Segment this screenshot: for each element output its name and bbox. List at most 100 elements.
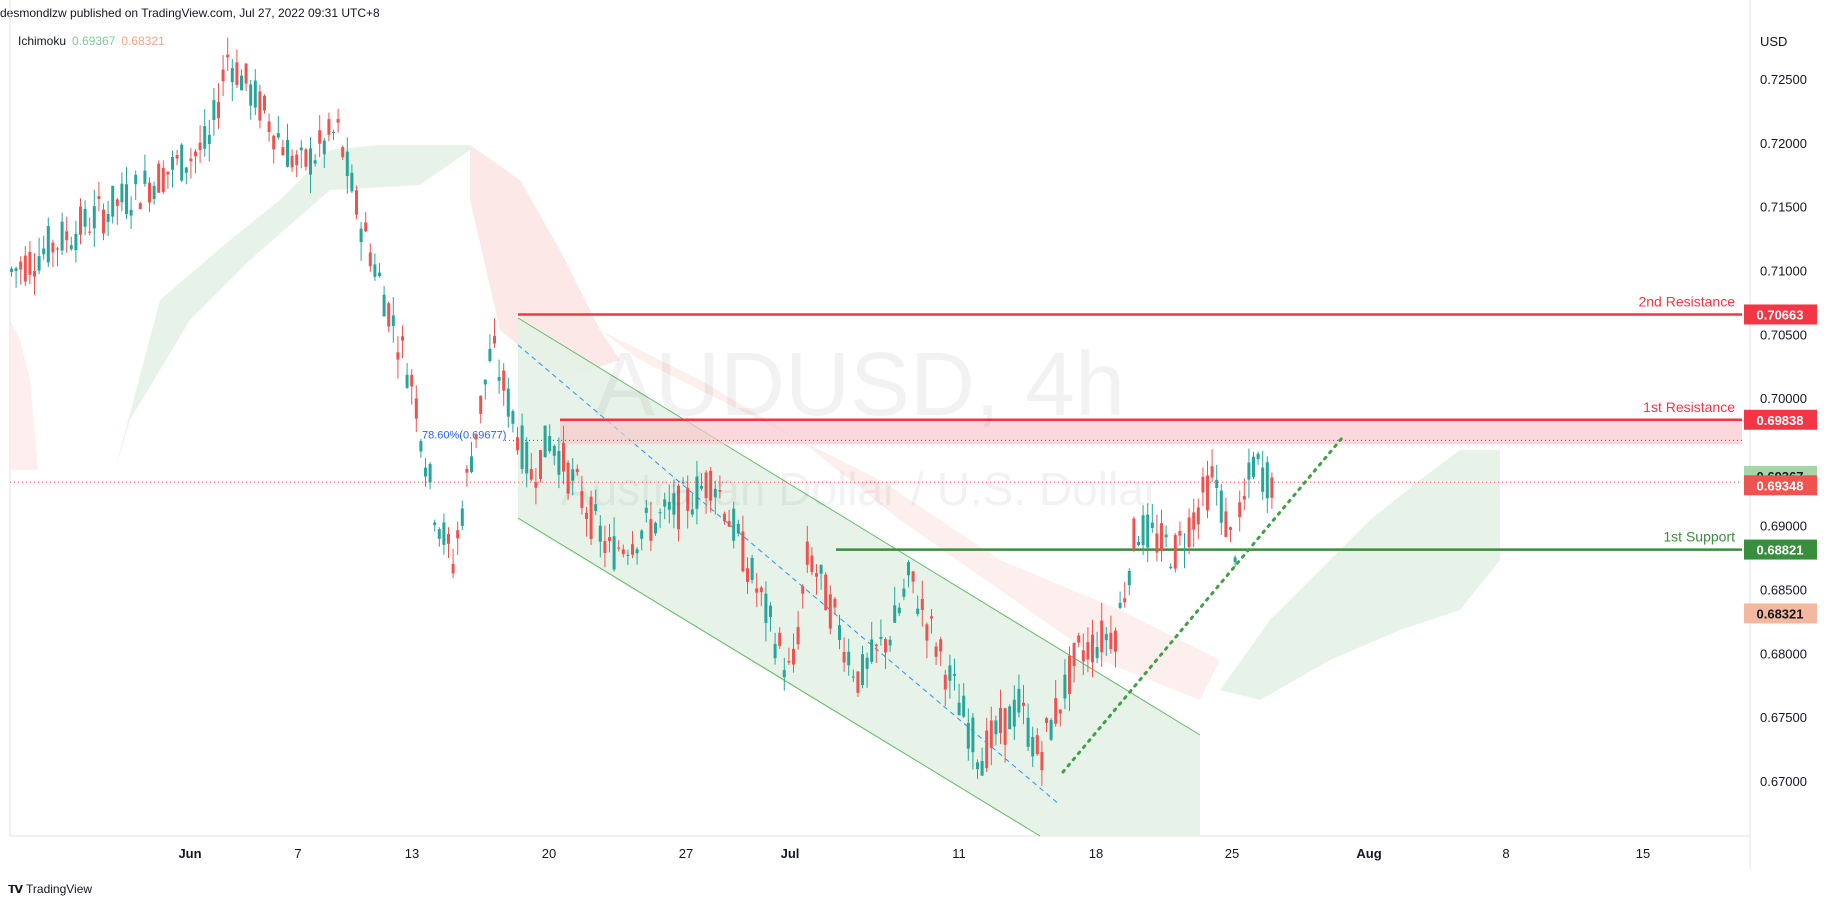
candle-body xyxy=(1012,699,1016,727)
candle-body xyxy=(405,374,409,388)
price-tag-last xyxy=(1744,475,1817,496)
candle-body xyxy=(1095,647,1099,659)
candle-body xyxy=(401,336,404,341)
candle-body xyxy=(1160,523,1163,551)
candle-body xyxy=(506,388,510,417)
indicator-value-2: 0.68321 xyxy=(121,34,165,48)
candle-body xyxy=(152,185,156,200)
candle-body xyxy=(497,376,501,381)
candle-body xyxy=(589,496,593,540)
candle-body xyxy=(1104,634,1108,641)
candle-body xyxy=(92,206,96,229)
candle-body xyxy=(290,155,294,168)
candle-body xyxy=(907,562,910,576)
candle-body xyxy=(847,651,851,666)
candle-body xyxy=(778,632,782,646)
candle-body xyxy=(686,488,690,511)
candle-body xyxy=(640,530,644,539)
candle-body xyxy=(801,586,805,594)
candle-body xyxy=(56,248,59,250)
x-tick-label: 18 xyxy=(1089,846,1103,861)
candle-body xyxy=(750,557,754,580)
watermark-description: Australian Dollar / U.S. Dollar xyxy=(561,463,1159,515)
candle-body xyxy=(244,63,248,84)
candle-body xyxy=(424,467,427,477)
candle-body xyxy=(240,75,243,91)
candle-body xyxy=(930,616,933,619)
level-price-label-0: 0.70663 xyxy=(1757,307,1804,322)
candle-body xyxy=(1242,496,1246,500)
candle-body xyxy=(171,156,174,170)
level-price-label-2: 0.68821 xyxy=(1757,543,1804,558)
candle-body xyxy=(184,167,188,173)
candle-body xyxy=(658,512,662,514)
candle-body xyxy=(350,172,354,192)
candle-body xyxy=(874,644,878,647)
y-tick-label: 0.68000 xyxy=(1760,646,1807,661)
candle-body xyxy=(1219,490,1223,523)
candle-body xyxy=(529,468,533,480)
candle-body xyxy=(327,119,331,135)
candle-body xyxy=(603,541,607,553)
candle-body xyxy=(345,151,349,177)
candle-body xyxy=(272,135,276,150)
candle-body xyxy=(1017,688,1021,713)
candle-body xyxy=(414,398,418,419)
candle-body xyxy=(1141,515,1145,546)
candle-body xyxy=(488,348,492,362)
candle-body xyxy=(1164,534,1168,538)
candle-body xyxy=(552,445,556,456)
candle-body xyxy=(19,261,23,270)
footer-brand[interactable]: 𝗧𝗩 TradingView xyxy=(8,882,92,896)
candle-body xyxy=(1206,475,1209,511)
candle-body xyxy=(585,512,588,519)
candle-body xyxy=(1049,719,1053,740)
price-tag-label-last: 0.69348 xyxy=(1757,478,1804,493)
candle-body xyxy=(953,674,956,676)
candle-body xyxy=(226,54,230,58)
y-tick-label: 0.71500 xyxy=(1760,200,1807,215)
candle-body xyxy=(1022,702,1025,706)
indicator-legend[interactable]: Ichimoku 0.69367 0.68321 xyxy=(18,34,165,48)
candle-body xyxy=(433,522,437,526)
candle-body xyxy=(309,148,312,175)
candle-body xyxy=(690,509,694,515)
candle-body xyxy=(746,568,749,582)
candle-body xyxy=(971,717,975,753)
candle-body xyxy=(235,62,239,85)
candle-body xyxy=(1210,466,1214,478)
candle-body xyxy=(221,69,225,82)
level-label-0: 2nd Resistance xyxy=(1638,293,1735,309)
candle-body xyxy=(460,508,464,526)
candle-body xyxy=(28,251,32,275)
candle-body xyxy=(1215,479,1219,488)
candle-body xyxy=(1252,456,1255,478)
candle-body xyxy=(1127,570,1131,586)
x-tick-label: 13 xyxy=(405,846,419,861)
candle-body xyxy=(1247,462,1251,480)
candle-body xyxy=(276,133,280,138)
candle-body xyxy=(966,723,970,749)
candle-body xyxy=(138,203,142,210)
candle-body xyxy=(741,531,745,572)
candle-body xyxy=(207,134,211,145)
candle-body xyxy=(106,213,110,222)
candle-body xyxy=(548,436,552,452)
candle-body xyxy=(1132,518,1136,550)
candle-body xyxy=(842,651,846,663)
candle-body xyxy=(442,522,446,545)
candle-body xyxy=(46,226,50,263)
candle-body xyxy=(295,154,299,166)
ascending-trendline xyxy=(1061,436,1344,774)
candle-body xyxy=(1063,674,1067,699)
candle-body xyxy=(493,336,496,344)
candle-body xyxy=(299,147,303,151)
candle-body xyxy=(189,158,193,162)
candle-body xyxy=(322,140,326,155)
candle-body xyxy=(10,268,13,272)
level-price-tag-1 xyxy=(1744,409,1817,430)
candle-body xyxy=(1045,718,1048,723)
candle-body xyxy=(773,643,777,659)
